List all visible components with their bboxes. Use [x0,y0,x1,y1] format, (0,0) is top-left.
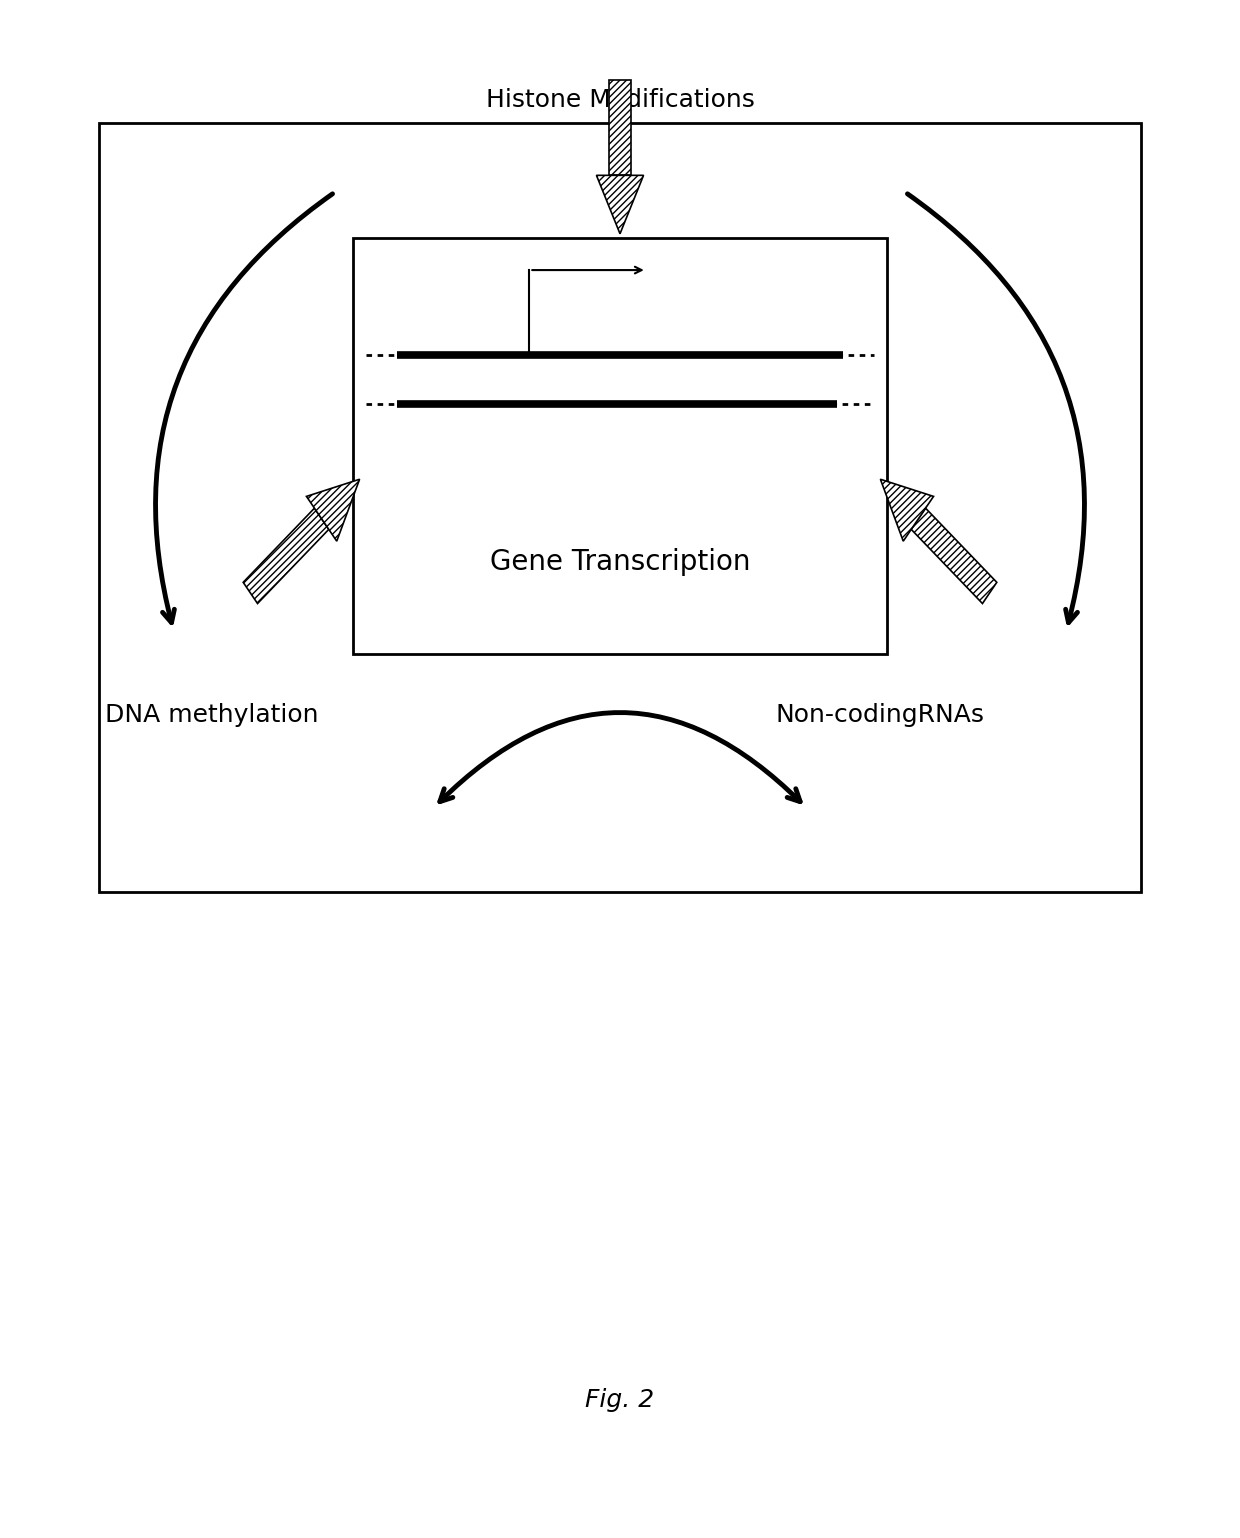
Polygon shape [306,480,360,541]
Text: Fig. 2: Fig. 2 [585,1387,655,1412]
Polygon shape [911,508,997,603]
Text: Non-codingRNAs: Non-codingRNAs [775,703,985,727]
Polygon shape [243,508,329,603]
Text: DNA methylation: DNA methylation [105,703,319,727]
Polygon shape [609,80,631,175]
Text: Gene Transcription: Gene Transcription [490,548,750,577]
Polygon shape [880,480,934,541]
Polygon shape [596,175,644,234]
Bar [353,238,887,654]
Text: Histone Modifications: Histone Modifications [486,88,754,112]
Bar [99,123,1141,892]
